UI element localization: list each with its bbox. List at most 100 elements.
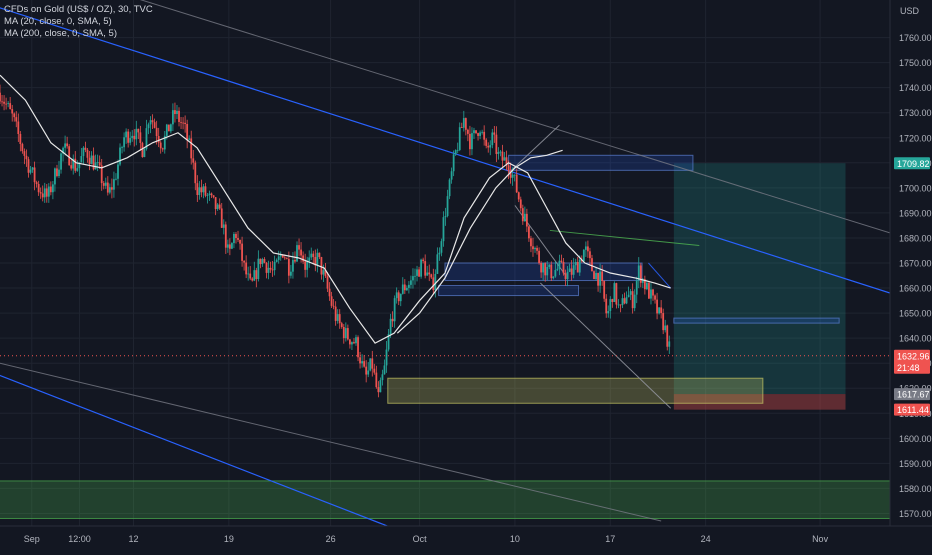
price-tick-label: 1740.00 bbox=[899, 83, 932, 93]
candle-body bbox=[102, 183, 105, 186]
candle-body bbox=[157, 136, 160, 143]
candle-body bbox=[456, 149, 459, 151]
candle-body bbox=[224, 224, 227, 248]
candle-body bbox=[438, 252, 441, 255]
candle-body bbox=[399, 293, 402, 302]
price-label-value: 1617.67 bbox=[897, 390, 930, 400]
candle-body bbox=[108, 187, 111, 193]
candle-body bbox=[96, 162, 99, 164]
candle-body bbox=[599, 271, 602, 286]
candle-body bbox=[21, 144, 24, 152]
candle-body bbox=[418, 269, 420, 277]
candle-body bbox=[523, 213, 526, 222]
candle-body bbox=[255, 270, 258, 280]
time-tick-label: Nov bbox=[812, 534, 829, 544]
candle-body bbox=[56, 168, 58, 177]
candle-body bbox=[442, 217, 445, 242]
candle-body bbox=[188, 138, 191, 140]
candle-body bbox=[117, 164, 119, 179]
candle-body bbox=[62, 147, 64, 154]
candle-body bbox=[121, 147, 123, 149]
candle-body bbox=[47, 186, 50, 197]
candle-body bbox=[633, 294, 636, 309]
candle-body bbox=[597, 272, 599, 286]
candle-body bbox=[235, 233, 237, 239]
candle-body bbox=[601, 271, 604, 281]
price-label-value: 1611.44 bbox=[897, 405, 929, 415]
candle-body bbox=[82, 147, 85, 157]
candle-body bbox=[562, 261, 565, 274]
candle-body bbox=[125, 131, 128, 138]
candle-body bbox=[603, 280, 606, 299]
candle-body bbox=[428, 272, 431, 275]
candle-body bbox=[424, 261, 427, 276]
candle-body bbox=[231, 243, 233, 249]
candle-body bbox=[332, 305, 335, 307]
candle-body bbox=[481, 131, 484, 133]
candle-body bbox=[182, 122, 184, 124]
candle-body bbox=[334, 306, 337, 321]
candle-body bbox=[473, 130, 475, 134]
candle-body bbox=[233, 233, 235, 244]
candle-body bbox=[517, 192, 520, 200]
candle-body bbox=[593, 271, 595, 280]
price-label-box bbox=[894, 349, 930, 374]
candle-body bbox=[542, 263, 545, 273]
candle-body bbox=[507, 165, 510, 171]
candle-body bbox=[228, 244, 231, 249]
resistance-box bbox=[673, 317, 840, 324]
candle-body bbox=[245, 262, 248, 275]
candle-body bbox=[115, 178, 117, 180]
candle-body bbox=[273, 261, 276, 271]
candle-body bbox=[552, 276, 555, 279]
candle-body bbox=[271, 269, 274, 271]
candle-body bbox=[314, 256, 317, 266]
candle-body bbox=[371, 358, 374, 369]
candle-body bbox=[381, 374, 384, 381]
candle-body bbox=[501, 151, 504, 161]
candle-body bbox=[652, 289, 654, 296]
candle-body bbox=[454, 150, 457, 155]
candle-body bbox=[251, 278, 254, 281]
candle-body bbox=[320, 257, 323, 275]
candle-body bbox=[265, 262, 268, 273]
candle-body bbox=[377, 387, 380, 393]
candle-body bbox=[643, 279, 646, 290]
candle-body bbox=[222, 224, 225, 228]
candle-body bbox=[58, 169, 60, 177]
candle-body bbox=[564, 273, 567, 279]
candle-body bbox=[269, 267, 272, 270]
candle-body bbox=[493, 132, 496, 135]
candle-body bbox=[387, 333, 390, 350]
candle-body bbox=[88, 157, 91, 164]
candle-body bbox=[499, 151, 502, 153]
candle-body bbox=[257, 258, 260, 280]
candle-body bbox=[525, 213, 528, 227]
candle-body bbox=[298, 245, 300, 250]
candle-body bbox=[98, 162, 101, 166]
candle-body bbox=[521, 208, 524, 222]
candle-body bbox=[94, 162, 97, 170]
candle-body bbox=[495, 134, 498, 154]
candle-body bbox=[198, 187, 201, 195]
candle-body bbox=[263, 259, 266, 263]
candle-body bbox=[660, 307, 663, 314]
candle-body bbox=[405, 287, 408, 291]
candle-body bbox=[619, 304, 622, 306]
candle-body bbox=[450, 171, 453, 180]
candle-body bbox=[306, 261, 309, 270]
candle-body bbox=[544, 263, 547, 276]
candle-body bbox=[344, 328, 347, 339]
candle-body bbox=[420, 259, 422, 277]
price-tick-label: 1640.00 bbox=[899, 334, 932, 344]
candle-body bbox=[412, 276, 414, 281]
candle-body bbox=[216, 204, 219, 210]
candle-body bbox=[664, 325, 667, 331]
candle-body bbox=[546, 267, 549, 276]
price-label-box bbox=[894, 388, 930, 401]
drawing-line bbox=[549, 229, 700, 246]
price-tick-label: 1580.00 bbox=[899, 484, 932, 494]
